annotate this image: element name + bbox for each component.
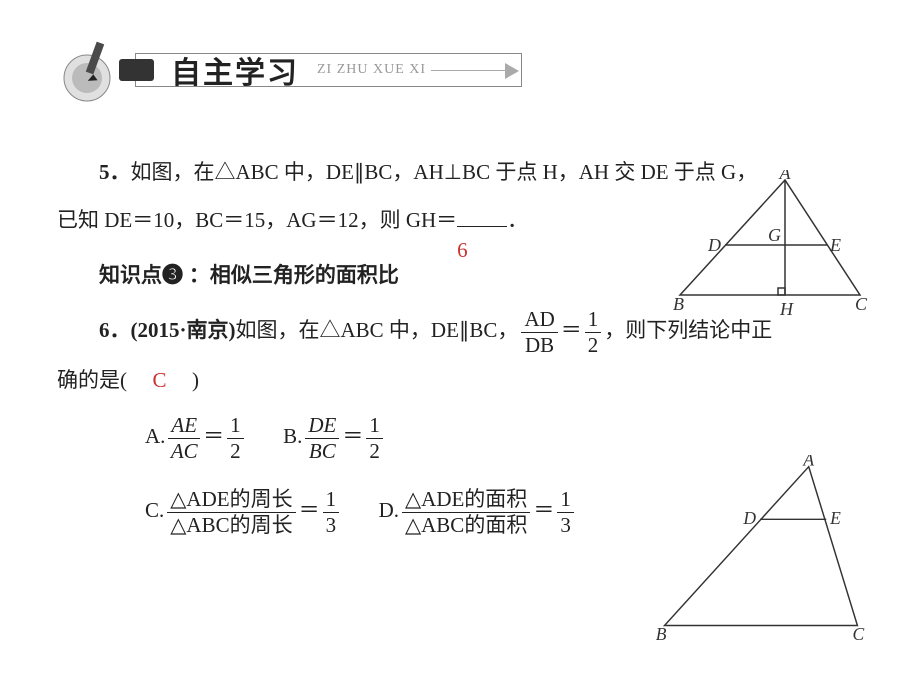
q5-number: 5． xyxy=(99,160,131,184)
svg-text:E: E xyxy=(829,508,841,528)
svg-text:D: D xyxy=(707,235,721,255)
q5-text-line2b: ． xyxy=(507,208,528,232)
q6-text4: ) xyxy=(192,368,199,392)
choice-B-frac: DEBC xyxy=(305,415,339,462)
choice-C-label: C. xyxy=(145,498,164,522)
choice-B-rhs: 12 xyxy=(366,415,383,462)
svg-text:D: D xyxy=(742,508,756,528)
svg-text:B: B xyxy=(673,294,684,314)
question-6: 6．(2015·南京)如图，在△ABC 中，DE∥BC，ADDB＝12，则下列结… xyxy=(57,306,865,404)
svg-text:G: G xyxy=(768,225,781,245)
q6-frac-ad-db: ADDB xyxy=(521,309,557,356)
q5-blank: 6 xyxy=(457,226,507,227)
kp-label: 知识点❸ ：相似三角形的面积比 xyxy=(99,264,399,287)
choice-D-rhs: 13 xyxy=(557,489,574,536)
q5-text-line1: 如图，在△ABC 中，DE∥BC，AH⊥BC 于点 H，AH 交 DE 于点 G… xyxy=(131,160,758,184)
q6-text2: ，则下列结论中正 xyxy=(604,318,772,342)
section-title: 自主学习 xyxy=(171,48,299,92)
section-pinyin: ZI ZHU XUE XI xyxy=(317,62,426,78)
choice-D-label: D. xyxy=(379,498,399,522)
q6-frac-half: 12 xyxy=(585,309,602,356)
figure-q6: A B C D E xyxy=(650,455,870,645)
svg-text:H: H xyxy=(779,299,794,319)
q5-text-line2a: 已知 DE＝10，BC＝15，AG＝12，则 GH＝ xyxy=(57,208,457,232)
figure-q5: A B C D E G H xyxy=(670,170,870,320)
svg-text:A: A xyxy=(779,170,792,183)
pencil-icon xyxy=(55,38,120,103)
choice-B-label: B. xyxy=(283,424,302,448)
svg-text:E: E xyxy=(829,235,841,255)
choice-D-frac: △ADE的面积△ABC的面积 xyxy=(402,489,530,536)
q5-answer: 6 xyxy=(457,226,468,274)
choice-A-label: A. xyxy=(145,424,165,448)
q6-text3: 确的是( xyxy=(57,368,127,392)
q6-number: 6．(2015·南京) xyxy=(99,318,236,342)
choice-A-rhs: 12 xyxy=(227,415,244,462)
section-header: 自主学习 ZI ZHU XUE XI xyxy=(55,35,522,105)
choice-A-frac: AEAC xyxy=(168,415,200,462)
arrow-decorator xyxy=(431,70,511,71)
choice-C-rhs: 13 xyxy=(323,489,340,536)
q6-answer: C xyxy=(127,356,192,404)
svg-text:A: A xyxy=(802,455,814,470)
svg-text:B: B xyxy=(656,624,667,644)
q6-text1: 如图，在△ABC 中，DE∥BC， xyxy=(236,318,519,342)
svg-text:C: C xyxy=(853,624,865,644)
svg-text:C: C xyxy=(855,294,868,314)
choice-C-frac: △ADE的周长△ABC的周长 xyxy=(167,489,295,536)
title-banner: 自主学习 ZI ZHU XUE XI xyxy=(135,53,522,87)
